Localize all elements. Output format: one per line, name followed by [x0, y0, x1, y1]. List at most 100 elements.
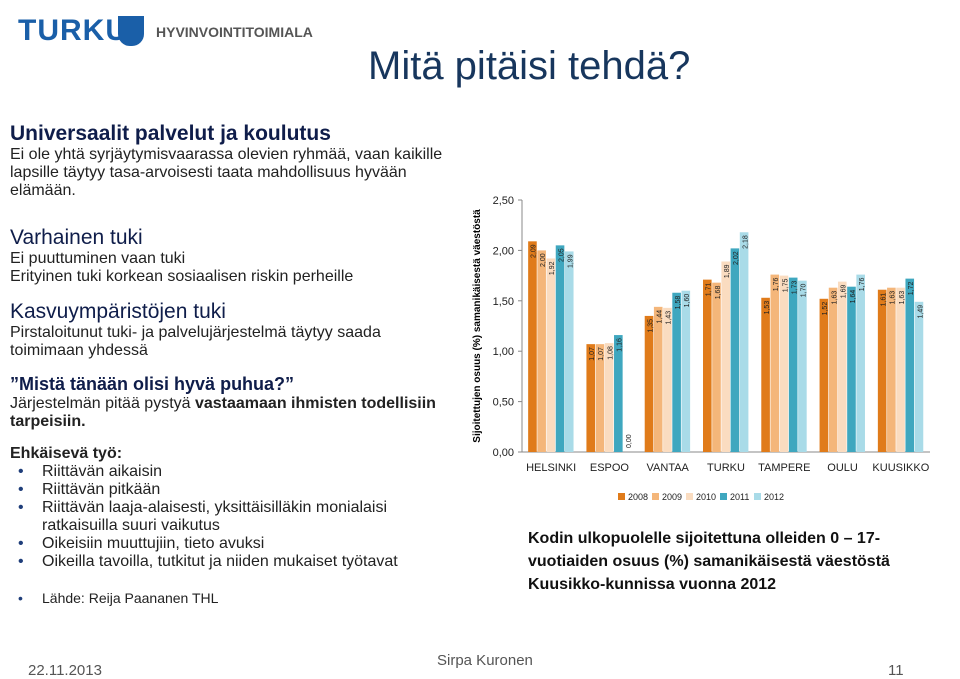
bar: [586, 344, 596, 452]
text: Ei ole yhtä syrjäytymisvaarassa olevien …: [10, 146, 443, 199]
value-label: 1,89: [724, 264, 731, 278]
bar: [856, 274, 865, 452]
text: Pirstaloitunut tuki- ja palvelujärjestel…: [10, 324, 381, 359]
bullet: Riittävän laaja-alaisesti, yksittäisillä…: [10, 499, 450, 535]
left-column: Universaalit palvelut ja koulutus Ei ole…: [10, 122, 450, 607]
y-tick-label: 2,00: [493, 245, 514, 257]
question: ”Mistä tänään olisi hyvä puhua?”: [10, 374, 295, 394]
value-label: 1,73: [791, 281, 798, 295]
legend-swatch: [686, 493, 693, 500]
value-label: 1,44: [657, 310, 664, 324]
bar: [847, 286, 856, 452]
logo-crest: [118, 16, 144, 46]
y-tick-label: 1,50: [493, 296, 514, 308]
y-tick-label: 2,50: [493, 195, 514, 207]
value-label: 1,60: [684, 294, 691, 308]
value-label: 1,71: [706, 283, 713, 297]
bar: [644, 315, 654, 452]
value-label: 1,63: [899, 291, 906, 305]
bar: [828, 287, 838, 452]
source-list: Lähde: Reija Paananen THL: [10, 589, 450, 607]
bar: [877, 289, 887, 452]
value-label: 1,16: [617, 338, 624, 352]
value-label: 1,58: [675, 296, 682, 310]
value-label: 2,09: [531, 244, 538, 258]
heading: Ehkäisevä työ:: [10, 445, 123, 462]
bar: [681, 290, 691, 452]
heading: Kasvuympäristöjen tuki: [10, 300, 226, 323]
legend-swatch: [618, 493, 625, 500]
bar: [779, 275, 789, 452]
value-label: 2,05: [558, 248, 565, 262]
x-tick-label: KUUSIKKO: [872, 462, 929, 474]
bar: [819, 298, 829, 452]
value-label: 1,68: [715, 286, 722, 300]
value-label: 1,99: [568, 254, 575, 268]
value-label: 0,00: [626, 434, 633, 448]
value-label: 1,64: [850, 290, 857, 304]
x-tick-label: TAMPERE: [758, 462, 810, 474]
value-label: 1,49: [917, 305, 924, 319]
legend-label: 2010: [696, 492, 716, 502]
value-label: 1,61: [880, 293, 887, 307]
bar: [546, 258, 556, 452]
bar: [905, 278, 915, 452]
legend-label: 2009: [662, 492, 682, 502]
y-tick-label: 0,50: [493, 397, 514, 409]
footer-date: 22.11.2013: [28, 662, 102, 679]
department: HYVINVOINTITOIMIALA: [156, 24, 313, 40]
bar: [712, 282, 721, 452]
footer-author: Sirpa Kuronen: [437, 652, 533, 669]
value-label: 1,76: [859, 277, 866, 291]
bar: [614, 335, 623, 452]
text: Ei puuttuminen vaan tuki: [10, 250, 186, 267]
text: Järjestelmän pitää pystyä: [10, 395, 195, 412]
text: Erityinen tuki korkean sosiaalisen riski…: [10, 268, 354, 285]
value-label: 1,08: [607, 346, 614, 360]
source: Lähde: Reija Paananen THL: [10, 589, 450, 607]
legend-label: 2012: [764, 492, 784, 502]
value-label: 2,00: [540, 253, 547, 267]
legend-label: 2008: [628, 492, 648, 502]
heading: Varhainen tuki: [10, 226, 143, 249]
bullet: Oikeisiin muuttujiin, tieto avuksi: [10, 535, 450, 553]
question-text: Järjestelmän pitää pystyä vastaamaan ihm…: [10, 395, 450, 431]
bar: [595, 344, 605, 452]
bullet-list: Riittävän aikaisin Riittävän pitkään Rii…: [10, 463, 450, 571]
x-tick-label: HELSINKI: [526, 462, 576, 474]
bar: [663, 307, 672, 452]
legend-swatch: [754, 493, 761, 500]
legend-swatch: [652, 493, 659, 500]
y-tick-label: 1,00: [493, 346, 514, 358]
x-tick-label: OULU: [827, 462, 858, 474]
value-label: 1,69: [841, 285, 848, 299]
bar: [564, 251, 574, 452]
bar: [914, 301, 924, 452]
slide-title: Mitä pitäisi tehdä?: [368, 44, 691, 88]
bar: [703, 279, 712, 452]
value-label: 1,70: [801, 284, 808, 298]
value-label: 1,76: [773, 277, 780, 291]
bar: [896, 287, 905, 452]
bar: [721, 261, 730, 452]
bar: [761, 297, 770, 452]
bullet: Riittävän aikaisin: [10, 463, 450, 481]
bar: [770, 274, 780, 452]
value-label: 1,07: [598, 347, 605, 361]
bar: [672, 292, 681, 452]
x-tick-label: TURKU: [707, 462, 745, 474]
bar: [887, 287, 896, 452]
value-label: 1,72: [908, 282, 915, 296]
bar: [798, 280, 807, 452]
bar: [653, 306, 663, 452]
bar: [788, 277, 798, 452]
y-tick-label: 0,00: [493, 447, 514, 459]
bold-text: vastaamaan ihmisten todellisiin tarpeisi…: [10, 395, 436, 430]
bar: [730, 248, 740, 452]
logo: TURKU: [18, 14, 128, 47]
value-label: 1,92: [549, 261, 556, 275]
heading: Universaalit palvelut ja koulutus: [10, 122, 331, 145]
bullet: Riittävän pitkään: [10, 481, 450, 499]
